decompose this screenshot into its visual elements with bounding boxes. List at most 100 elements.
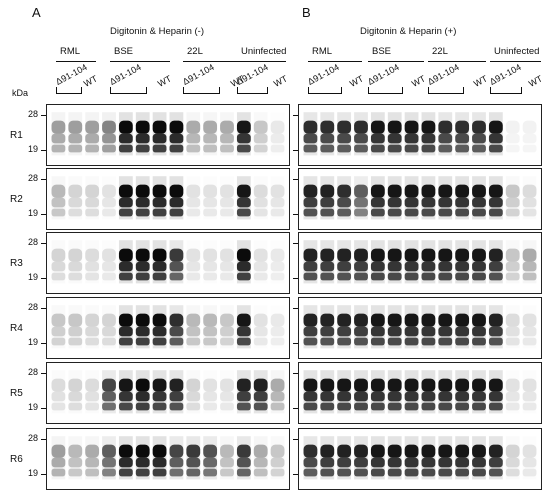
protein-band [85,391,100,402]
protein-band [253,261,268,272]
protein-band [505,326,520,337]
protein-band [303,326,318,337]
protein-band [488,468,503,477]
condition-title-a: Digitonin & Heparin (-) [110,26,204,37]
protein-band [337,313,352,327]
protein-band [186,272,201,281]
protein-band [135,184,150,198]
protein-band [85,197,100,208]
protein-band [186,144,201,153]
western-blot-a [46,362,290,424]
protein-band [337,144,352,153]
lane-smear [236,176,251,220]
protein-band [488,402,503,411]
lane-smear [236,436,251,480]
protein-band [455,120,470,134]
protein-band [135,248,150,262]
lane-smear [271,305,285,348]
protein-band [203,457,218,468]
protein-band [455,133,470,144]
mw-marker-19: 19 [28,337,39,347]
protein-band [303,457,318,468]
protein-band [51,133,66,144]
lane-smear [404,305,419,349]
protein-band [522,391,537,402]
protein-band [253,313,268,327]
protein-band [472,184,486,198]
lane-smear [118,370,133,414]
protein-band [186,402,201,411]
protein-band [51,326,66,337]
protein-band [472,457,486,468]
lane-smear [488,112,503,156]
mw-tick [41,278,46,279]
protein-band [220,272,234,281]
protein-band [404,144,419,153]
protein-band [370,444,385,458]
mw-marker-28: 28 [28,433,39,443]
protein-band [270,184,285,198]
protein-band [169,120,184,134]
replicate-bracket [428,87,465,94]
western-blot-b [298,168,542,230]
mw-tick [293,373,298,374]
lane-smear [370,436,385,480]
protein-band [186,248,201,262]
protein-band [253,133,268,144]
mw-tick [293,343,298,344]
protein-band [253,208,268,217]
protein-band [472,326,486,337]
protein-band [421,337,436,346]
protein-band [102,378,116,392]
protein-band [152,391,167,402]
protein-band [102,272,116,281]
protein-band [135,326,150,337]
protein-band [270,444,285,458]
protein-band [370,468,385,477]
protein-band [135,391,150,402]
lane-smear [254,305,268,348]
protein-band [488,326,503,337]
protein-band [51,391,66,402]
protein-band [354,444,368,458]
lane-smear [421,176,436,220]
protein-band [387,120,402,134]
protein-band [370,326,385,337]
protein-band [354,457,368,468]
protein-band [438,133,453,144]
lane-smear [370,370,385,414]
protein-band [488,184,503,198]
protein-band [320,184,335,198]
protein-band [370,144,385,153]
lane-smear [186,112,200,155]
protein-band [505,444,520,458]
mw-tick [41,373,46,374]
protein-band [404,133,419,144]
lane-smear [236,112,251,156]
protein-band [102,326,116,337]
protein-band [253,457,268,468]
protein-band [236,261,251,272]
lane-smear [370,112,385,156]
protein-band [152,313,167,327]
lane-smear [271,112,285,155]
protein-band [85,337,100,346]
protein-band [320,444,335,458]
lane-smear [421,436,436,480]
lane-label-wt: WT [272,73,290,89]
lane-smear [169,176,184,220]
protein-band [152,378,167,392]
lane-smear [488,240,503,284]
lane-smear [404,370,419,414]
protein-band [236,391,251,402]
blot-image [51,112,285,156]
lane-smear [68,112,83,156]
lane-smear [152,176,167,220]
lane-smear [52,240,66,283]
lane-smear [102,240,116,283]
protein-band [370,313,385,327]
lane-smear [271,436,285,479]
protein-band [387,313,402,327]
protein-band [253,144,268,153]
protein-band [118,457,133,468]
